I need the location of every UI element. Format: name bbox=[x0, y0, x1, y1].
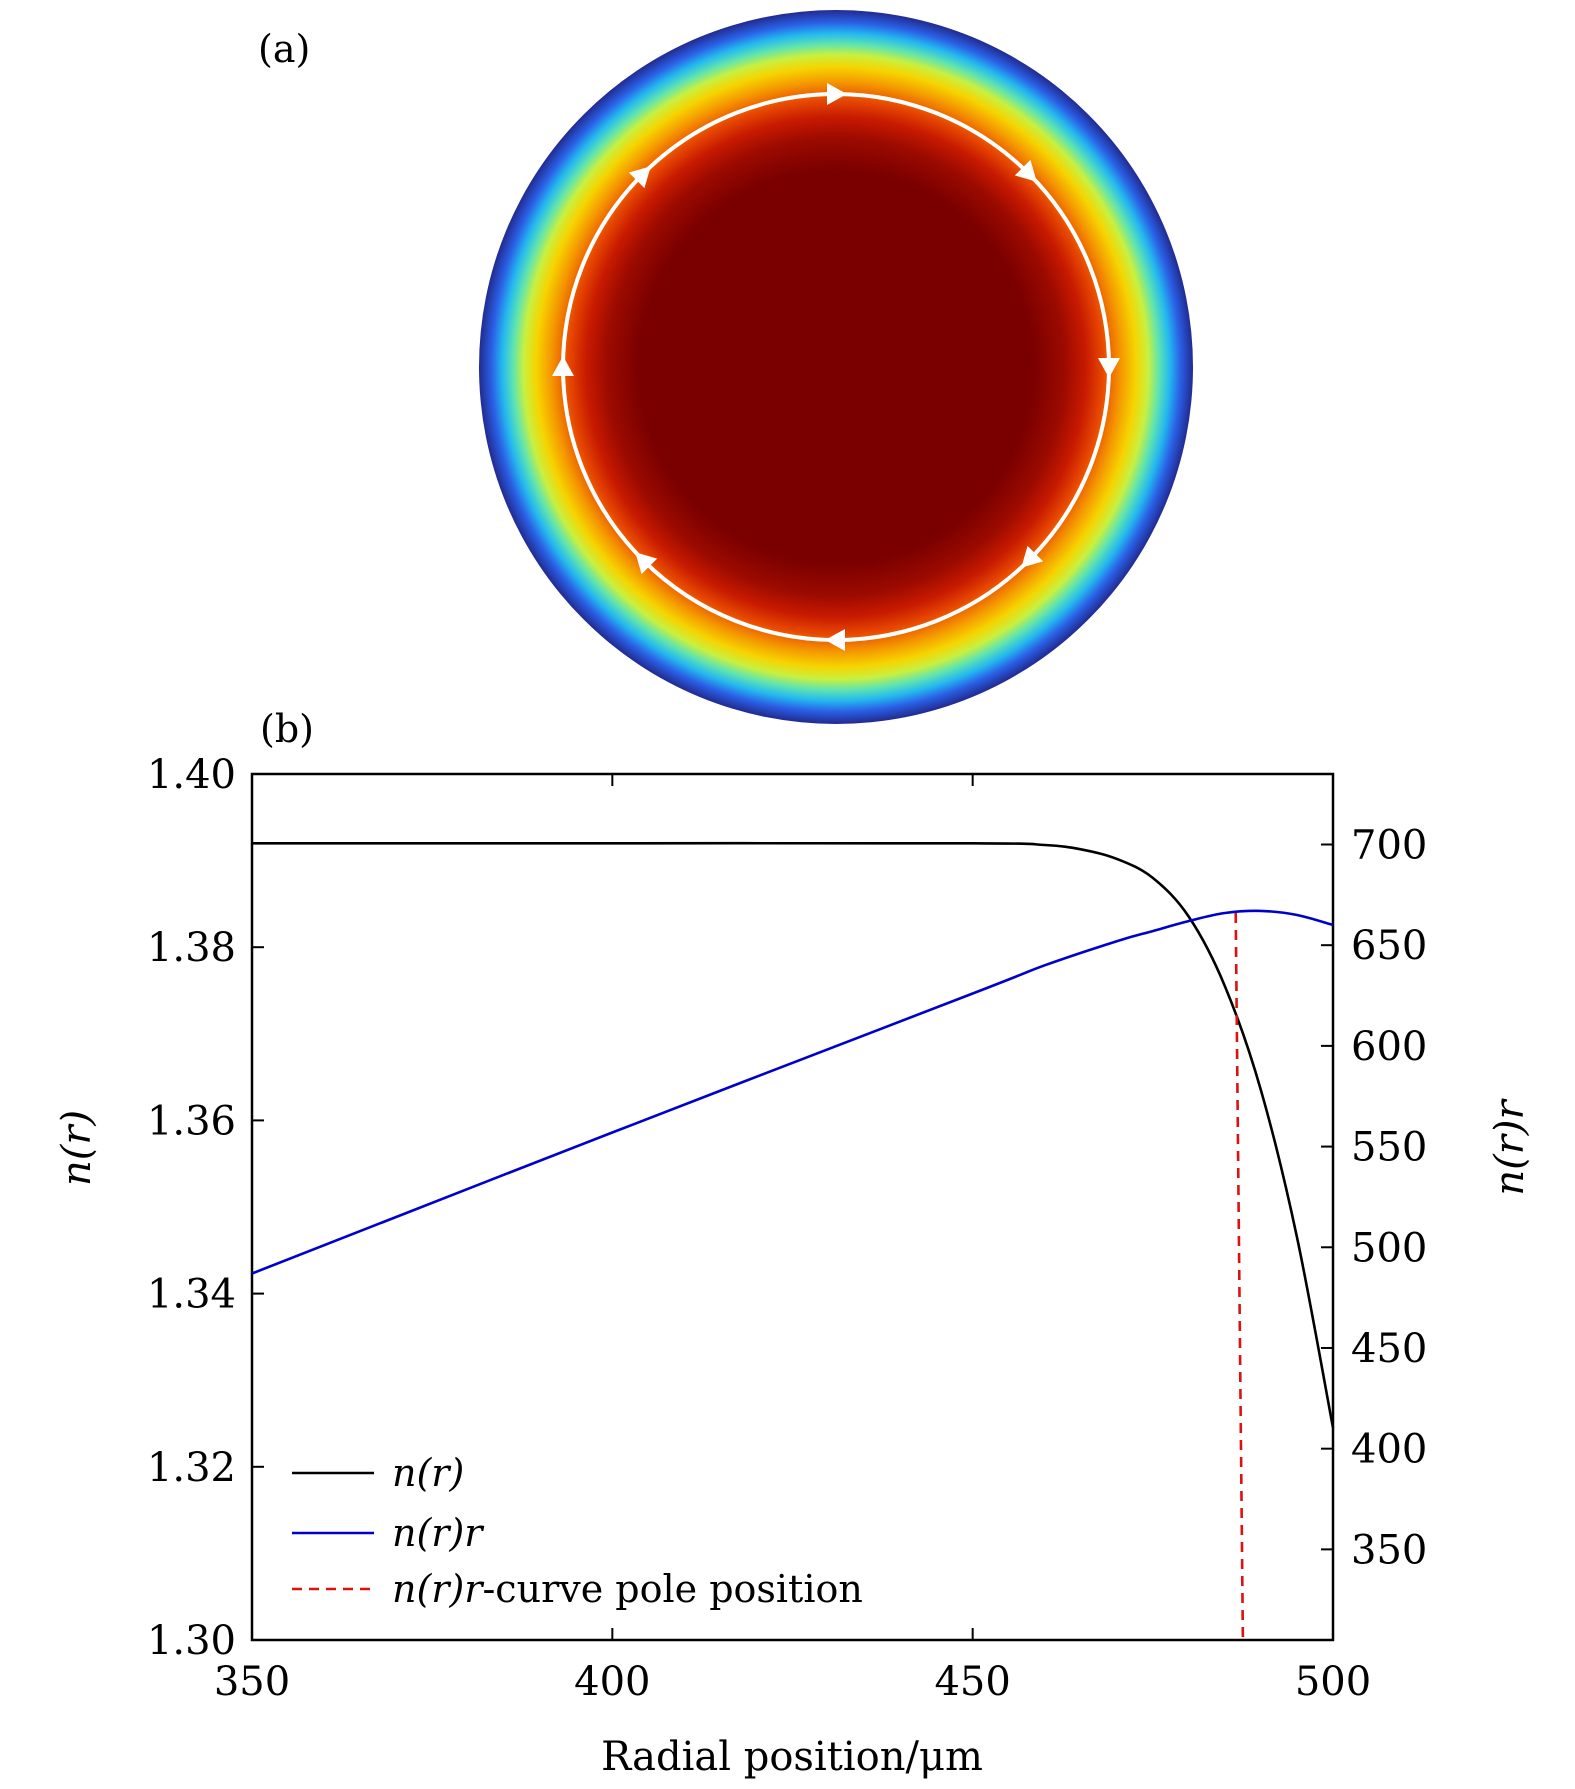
ring-arrow-icon bbox=[825, 629, 845, 651]
series-line-nr bbox=[252, 841, 1335, 1429]
y-left-tick-label: 1.34 bbox=[147, 1272, 236, 1318]
y-right-tick-label: 650 bbox=[1351, 923, 1427, 969]
y-right-tick-label: 400 bbox=[1351, 1427, 1427, 1473]
ring-arrow-icon bbox=[628, 166, 651, 189]
legend-entry-pole: n(r)r-curve pole position bbox=[392, 1567, 863, 1611]
series-lines bbox=[251, 841, 1335, 1641]
x-tick-label: 350 bbox=[214, 1659, 290, 1705]
panel-a-label: (a) bbox=[258, 27, 310, 71]
ring-arrow-icon bbox=[827, 83, 847, 105]
y-right-tick-label: 700 bbox=[1351, 822, 1427, 868]
x-axis-title: Radial position/μm bbox=[601, 1734, 983, 1780]
y-left-axis-title: n(r) bbox=[54, 1110, 100, 1186]
ring-arrows bbox=[552, 83, 1120, 651]
ring-arrow-icon bbox=[552, 356, 574, 376]
y-right-tick-label: 350 bbox=[1351, 1527, 1427, 1573]
y-left-tick-label: 1.36 bbox=[147, 1098, 236, 1144]
series-line-pole bbox=[1234, 912, 1245, 1641]
y-left-tick-label: 1.38 bbox=[147, 925, 236, 971]
y-left-tick-label: 1.30 bbox=[147, 1618, 236, 1664]
panel-a: (a) bbox=[258, 10, 1193, 724]
ring-arrow-icon bbox=[635, 552, 658, 575]
y-right-tick-label: 500 bbox=[1351, 1225, 1427, 1271]
axis-ticks: 350 400 450 500 1.30 1.32 1.34 1.36 1.38 1.40 350 4… bbox=[147, 752, 1427, 1705]
y-left-tick-label: 1.32 bbox=[147, 1445, 236, 1491]
panel-b-label: (b) bbox=[260, 707, 314, 751]
legend: n(r) n(r)r n(r)r-curve pole position bbox=[292, 1451, 863, 1611]
ring-arrow-icon bbox=[1014, 159, 1037, 182]
plot-frame bbox=[250, 772, 1335, 1642]
y-left-tick-label: 1.40 bbox=[147, 752, 236, 798]
legend-entry-nrr: n(r)r bbox=[392, 1511, 485, 1555]
x-tick-label: 500 bbox=[1295, 1659, 1371, 1705]
heatmap-disc bbox=[479, 10, 1193, 724]
y-right-axis-title: n(r)r bbox=[1487, 1098, 1533, 1196]
x-tick-label: 450 bbox=[934, 1659, 1010, 1705]
x-tick-label: 400 bbox=[574, 1659, 650, 1705]
ring-arrow-icon bbox=[1098, 358, 1120, 378]
y-right-tick-label: 450 bbox=[1351, 1326, 1427, 1372]
y-right-tick-label: 600 bbox=[1351, 1024, 1427, 1070]
y-right-tick-label: 550 bbox=[1351, 1125, 1427, 1171]
ring-arrow-icon bbox=[1021, 545, 1044, 568]
series-line-nrr bbox=[251, 909, 1334, 1275]
legend-entry-nr: n(r) bbox=[392, 1451, 464, 1495]
panel-b: (b) 350 400 450 500 1.30 1.32 1.34 1.36 1.38 1.40… bbox=[54, 707, 1533, 1780]
